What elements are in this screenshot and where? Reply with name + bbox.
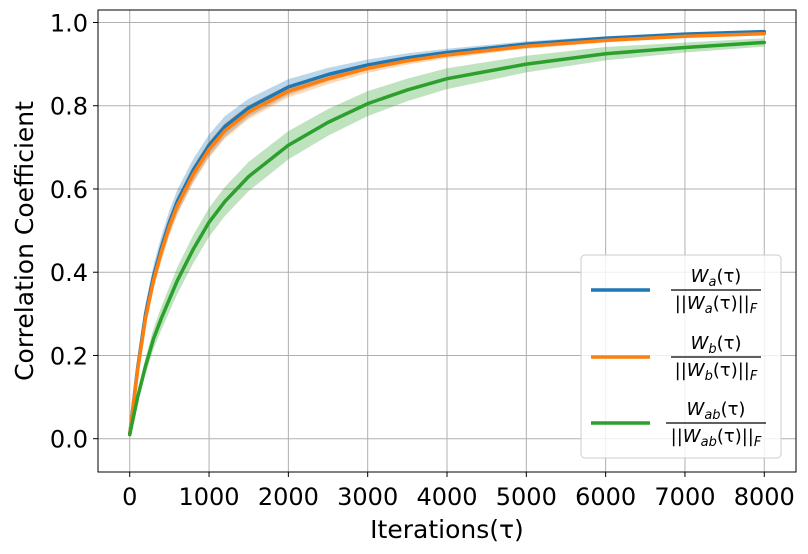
y-axis-label: Correlation Coefficient bbox=[10, 101, 39, 381]
legend-entry-2: Wab(τ) ||Wab(τ)||F bbox=[591, 399, 766, 450]
legend-denominator: ||Wa(τ)||F bbox=[675, 293, 758, 317]
y-tick-label: 0.0 bbox=[50, 426, 88, 454]
x-tick-label: 6000 bbox=[575, 483, 636, 511]
y-tick-label: 1.0 bbox=[50, 9, 88, 37]
x-tick-label: 1000 bbox=[179, 483, 240, 511]
gridlines bbox=[98, 10, 796, 472]
x-tick-label: 4000 bbox=[416, 483, 477, 511]
legend-numerator: Wb(τ) bbox=[691, 333, 742, 357]
legend-entry-0: Wa(τ) ||Wa(τ)||F bbox=[591, 266, 761, 317]
x-tick-label: 0 bbox=[122, 483, 137, 511]
series-1-line bbox=[127, 31, 767, 437]
legend-entry-1: Wb(τ) ||Wb(τ)||F bbox=[591, 333, 761, 384]
series-2-band bbox=[129, 38, 765, 435]
legend-denominator: ||Wb(τ)||F bbox=[675, 360, 758, 384]
y-tick-label: 0.6 bbox=[50, 176, 88, 204]
x-tick-label: 8000 bbox=[734, 483, 795, 511]
series-2-line bbox=[127, 40, 767, 437]
series-lines bbox=[127, 29, 767, 437]
y-axis-ticks: 0.0 0.2 0.4 0.6 0.8 1.0 bbox=[50, 9, 98, 454]
x-tick-label: 3000 bbox=[337, 483, 398, 511]
y-tick-label: 0.4 bbox=[50, 259, 88, 287]
x-axis-ticks: 0 1000 2000 3000 4000 5000 6000 7000 8000 bbox=[122, 472, 795, 511]
legend-numerator: Wab(τ) bbox=[687, 399, 746, 423]
x-tick-label: 5000 bbox=[496, 483, 557, 511]
legend-denominator: ||Wab(τ)||F bbox=[671, 426, 762, 450]
legend: Wa(τ) ||Wa(τ)||F Wb(τ) ||Wb(τ)||F Wab(τ) ||Wa… bbox=[580, 254, 782, 459]
x-tick-label: 2000 bbox=[258, 483, 319, 511]
legend-numerator: Wa(τ) bbox=[691, 266, 742, 290]
confidence-bands bbox=[129, 30, 765, 435]
x-tick-label: 7000 bbox=[654, 483, 715, 511]
y-tick-label: 0.2 bbox=[50, 342, 88, 370]
x-axis-label: Iterations(τ) bbox=[370, 515, 524, 544]
y-tick-label: 0.8 bbox=[50, 93, 88, 121]
